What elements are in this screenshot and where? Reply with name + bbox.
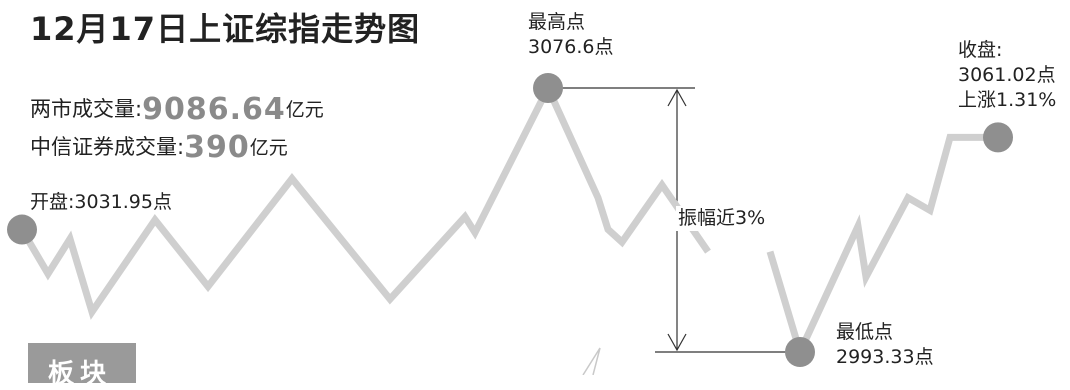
low-marker [785,337,815,367]
close-annotation-value: 3061.02点 [958,64,1056,86]
arrow-up-icon [667,88,687,107]
index-line-chart [7,73,1013,375]
close-marker [983,122,1013,153]
citic-volume: 中信证券成交量:390亿元 [30,130,288,165]
open-marker [7,214,37,245]
low-annotation-value: 2993.33点 [836,346,934,368]
index-line-segment-2 [766,133,998,362]
chart-stage: 12月17日上证综指走势图 两市成交量:9086.64亿元 中信证券成交量:39… [7,10,1057,383]
citic-volume-unit: 亿元 [249,137,288,159]
high-annotation: 最高点 3076.6点 [528,10,613,60]
sector-pointer [582,347,601,375]
low-annotation: 最低点 2993.33点 [836,320,934,370]
sector-tag-label: 板块 [48,359,113,389]
citic-volume-value: 390 [184,130,250,165]
sector-tag: 板块 [28,343,136,389]
close-annotation-title: 收盘: [958,39,1003,61]
amplitude-label: 振幅近3% [676,206,768,231]
chart-marks [7,73,1013,367]
total-volume-unit: 亿元 [285,99,324,121]
citic-volume-label: 中信证券成交量: [30,135,185,159]
high-annotation-title: 最高点 [528,11,586,33]
index-line-segment-1 [18,79,711,320]
chart-title: 12月17日上证综指走势图 [30,10,421,48]
total-volume-label: 两市成交量: [30,97,143,121]
close-annotation-change: 上涨1.31% [958,89,1057,111]
arrow-down-icon [667,333,687,352]
low-annotation-title: 最低点 [836,321,894,343]
close-annotation: 收盘: 3061.02点 上涨1.31% [958,38,1056,113]
high-annotation-value: 3076.6点 [528,36,614,58]
high-marker [533,73,563,103]
total-volume: 两市成交量:9086.64亿元 [30,92,324,127]
total-volume-value: 9086.64 [142,92,286,127]
open-annotation: 开盘:3031.95点 [30,191,172,213]
